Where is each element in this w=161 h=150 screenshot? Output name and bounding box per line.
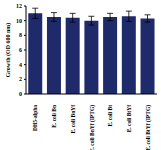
svg-text:E. coli BtYf (IPTG): E. coli BtYf (IPTG) — [145, 105, 152, 150]
svg-text:E. coli Bn: E. coli Bn — [51, 105, 57, 128]
svg-text:E. coli Bt: E. coli Bt — [107, 105, 113, 127]
svg-text:2: 2 — [19, 76, 22, 82]
svg-text:4: 4 — [19, 62, 22, 68]
svg-text:E. coli BtYf: E. coli BtYf — [126, 105, 132, 133]
svg-text:0: 0 — [19, 91, 22, 97]
svg-text:6: 6 — [19, 47, 22, 53]
svg-text:E. coli BnYf: E. coli BnYf — [70, 105, 76, 134]
svg-text:10: 10 — [16, 18, 22, 24]
svg-text:8: 8 — [19, 32, 22, 38]
svg-text:Growth (OD 600 nm): Growth (OD 600 nm) — [8, 23, 12, 78]
svg-text:E. coli BnYf (IPTG): E. coli BnYf (IPTG) — [89, 105, 96, 150]
svg-text:12: 12 — [16, 3, 22, 9]
svg-text:DH5-alpha: DH5-alpha — [32, 105, 38, 131]
